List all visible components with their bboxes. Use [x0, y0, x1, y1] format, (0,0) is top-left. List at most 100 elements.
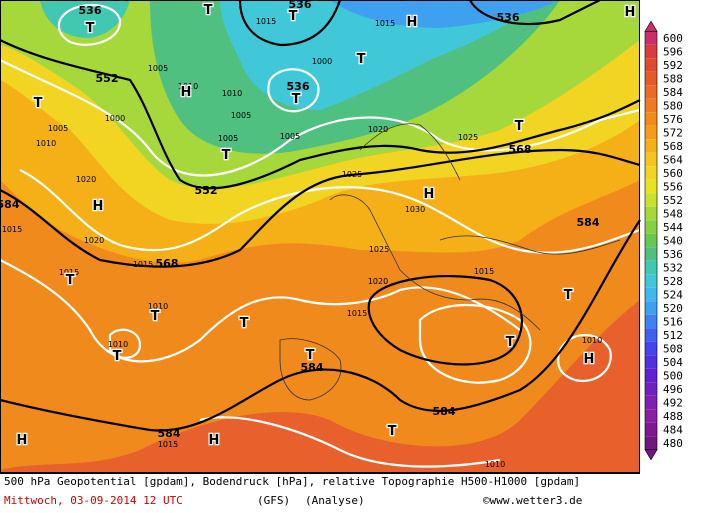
map-label: T: [357, 52, 366, 67]
map-frame: [0, 0, 640, 473]
caption-copyright: ©www.wetter3.de: [483, 494, 582, 507]
colorbar-swatch: [645, 287, 657, 302]
map-label: 1010: [148, 302, 168, 311]
blue-zone: [330, 0, 560, 28]
colorbar-label: 600: [663, 32, 683, 45]
colorbar-arrow-bottom: [644, 449, 658, 461]
map-label: T: [289, 9, 298, 24]
colorbar-label: 500: [663, 370, 683, 383]
map-label: 1025: [342, 170, 362, 179]
colorbar-swatch: [645, 139, 657, 153]
colorbar-label: 528: [663, 275, 683, 288]
map-label: 1000: [312, 57, 332, 66]
colorbar-swatch: [645, 179, 657, 194]
map-label: T: [86, 21, 95, 36]
map-label: H: [209, 433, 220, 448]
map-label: H: [181, 85, 192, 100]
map-label: T: [34, 96, 43, 111]
map-label: 1025: [458, 133, 478, 142]
map-label: H: [584, 352, 595, 367]
colorbar-label: 504: [663, 356, 683, 369]
map-label: 1005: [280, 132, 300, 141]
isobars: [0, 3, 641, 468]
colorbar-swatch: [645, 355, 657, 369]
colorbar-swatch: [645, 206, 657, 221]
map-label: T: [506, 335, 515, 350]
colorbar-swatch: [645, 125, 657, 140]
caption-date: Mittwoch, 03-09-2014 12 UTC: [4, 494, 183, 507]
colorbar-swatch: [645, 328, 657, 342]
colorbar-frame: [644, 30, 658, 451]
map-label: 568: [156, 257, 179, 270]
colorbar-label: 592: [663, 59, 683, 72]
colorbar-swatch: [645, 233, 657, 248]
low-center: [40, 0, 130, 38]
colorbar-label: 564: [663, 154, 683, 167]
map-label: 568: [509, 143, 532, 156]
map-label: 1015: [474, 267, 494, 276]
map-label: H: [625, 5, 636, 20]
colorbar-label: 512: [663, 329, 683, 342]
colorbar-label: 516: [663, 316, 683, 329]
map-label: H: [407, 15, 418, 30]
colorbar-swatch: [645, 152, 657, 167]
colorbar-label: 568: [663, 140, 683, 153]
map-label: T: [292, 92, 301, 107]
colorbar-label: 520: [663, 302, 683, 315]
map-label: 584: [158, 427, 181, 440]
colorbar-swatch: [645, 382, 657, 396]
colorbar-swatch: [645, 98, 657, 113]
map-label: 1015: [347, 309, 367, 318]
colorbar-label: 532: [663, 262, 683, 275]
colorbar-swatch: [645, 166, 657, 180]
colorbar-swatch: [645, 193, 657, 207]
map-label: 1020: [368, 277, 388, 286]
map-label: 536: [289, 0, 312, 11]
map-label: H: [424, 187, 435, 202]
colorbar-label: 556: [663, 181, 683, 194]
caption-run: (Analyse): [305, 494, 365, 507]
colorbar-label: 492: [663, 397, 683, 410]
colorbar-swatch: [645, 31, 657, 45]
colorbar-label: 588: [663, 73, 683, 86]
map-label: T: [306, 348, 315, 363]
map-label: 1030: [405, 205, 425, 214]
map-label: 1015: [59, 268, 79, 277]
map-label: T: [113, 349, 122, 364]
colorbar-swatch: [645, 85, 657, 99]
map-label: 1015: [2, 225, 22, 234]
caption-model: (GFS): [257, 494, 290, 507]
colorbar-label: 584: [663, 86, 683, 99]
coastlines: [279, 123, 621, 401]
colorbar: 6005965925885845805765725685645605565525…: [644, 20, 683, 461]
colorbar-label: 552: [663, 194, 683, 207]
map-label: 552: [96, 72, 119, 85]
map-label: T: [66, 273, 75, 288]
colorbar-swatch: [645, 247, 657, 261]
colorbar-label: 488: [663, 410, 683, 423]
colorbar-label: 480: [663, 437, 683, 450]
colorbar-swatch: [645, 274, 657, 288]
colorbar-swatch: [645, 341, 657, 356]
map-label: 1020: [368, 125, 388, 134]
colorbar-label: 544: [663, 221, 683, 234]
colorbar-label: 524: [663, 289, 683, 302]
colorbar-label: 536: [663, 248, 683, 261]
map-label: 536: [497, 11, 520, 24]
map-label: H: [93, 199, 104, 214]
colorbar-swatch: [645, 368, 657, 383]
map-label: T: [222, 148, 231, 163]
map-label: H: [17, 433, 28, 448]
geopotential-contours: [0, 0, 641, 432]
colorbar-label: 484: [663, 424, 683, 437]
map-label: T: [204, 3, 213, 18]
map-label: 584: [0, 198, 20, 211]
map-label: T: [388, 424, 397, 439]
colorbar-swatch: [645, 395, 657, 410]
map-label: 1005: [148, 64, 168, 73]
map-label: T: [240, 316, 249, 331]
map-label: 584: [577, 216, 600, 229]
map-label: 584: [301, 361, 324, 374]
